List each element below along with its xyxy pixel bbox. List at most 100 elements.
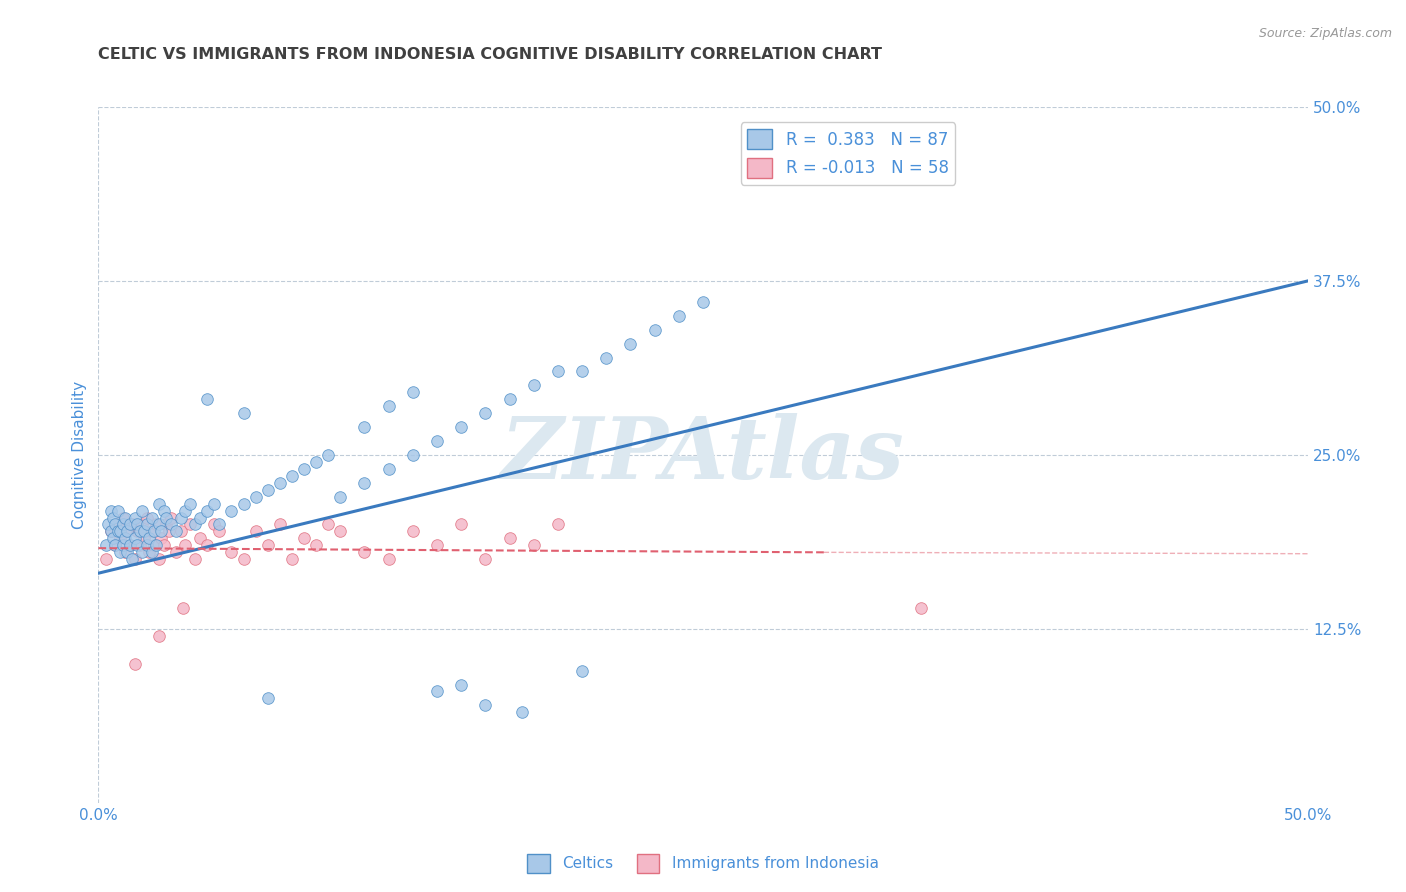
Point <box>353 545 375 559</box>
Point <box>256 691 278 706</box>
Point <box>208 517 231 532</box>
Point <box>232 406 254 420</box>
Point <box>204 517 226 532</box>
Legend: Celtics, Immigrants from Indonesia: Celtics, Immigrants from Indonesia <box>522 847 884 879</box>
Point <box>208 524 231 539</box>
Point <box>910 601 932 615</box>
Y-axis label: Cognitive Disability: Cognitive Disability <box>72 381 87 529</box>
Point <box>232 497 254 511</box>
Point <box>160 510 183 524</box>
Point <box>188 532 211 546</box>
Point <box>134 524 156 539</box>
Point <box>450 517 472 532</box>
Point <box>305 538 328 552</box>
Point <box>377 462 399 476</box>
Point <box>195 538 218 552</box>
Point <box>97 517 120 532</box>
Point <box>523 378 546 392</box>
Point <box>128 524 150 539</box>
Point <box>353 475 375 490</box>
Point <box>141 524 163 539</box>
Point <box>269 517 291 532</box>
Point <box>510 706 533 720</box>
Point <box>595 351 617 365</box>
Point <box>118 538 141 552</box>
Point <box>128 538 150 552</box>
Point <box>145 538 167 552</box>
Point <box>155 517 177 532</box>
Text: CELTIC VS IMMIGRANTS FROM INDONESIA COGNITIVE DISABILITY CORRELATION CHART: CELTIC VS IMMIGRANTS FROM INDONESIA COGN… <box>98 47 883 62</box>
Point <box>426 434 449 448</box>
Point <box>668 309 690 323</box>
Point <box>108 532 131 546</box>
Point <box>94 538 117 552</box>
Point <box>121 517 143 532</box>
Point <box>118 538 141 552</box>
Point <box>450 420 472 434</box>
Point <box>169 510 191 524</box>
Point <box>160 517 183 532</box>
Point <box>117 524 139 539</box>
Point <box>157 524 180 539</box>
Point <box>329 524 352 539</box>
Point <box>104 517 127 532</box>
Point <box>644 323 666 337</box>
Point <box>426 538 449 552</box>
Point <box>292 462 315 476</box>
Point <box>221 503 243 517</box>
Point <box>174 538 197 552</box>
Point <box>155 510 177 524</box>
Point <box>619 336 641 351</box>
Point <box>150 524 173 539</box>
Point <box>305 455 328 469</box>
Point <box>124 532 146 546</box>
Point <box>108 545 131 559</box>
Point <box>101 532 124 546</box>
Point <box>498 532 520 546</box>
Point <box>108 524 131 539</box>
Point <box>135 517 157 532</box>
Point <box>94 552 117 566</box>
Point <box>402 385 425 400</box>
Point <box>474 552 496 566</box>
Point <box>195 503 218 517</box>
Point <box>256 483 278 497</box>
Point <box>127 538 149 552</box>
Point <box>165 524 187 539</box>
Point <box>402 448 425 462</box>
Point <box>152 538 174 552</box>
Point <box>143 524 166 539</box>
Point <box>245 490 267 504</box>
Point <box>692 294 714 309</box>
Point <box>329 490 352 504</box>
Point <box>104 538 127 552</box>
Point <box>135 510 157 524</box>
Point <box>245 524 267 539</box>
Point <box>281 468 304 483</box>
Point <box>124 657 146 671</box>
Point <box>100 524 122 539</box>
Point <box>377 552 399 566</box>
Point <box>547 517 569 532</box>
Point <box>547 364 569 378</box>
Point <box>148 552 170 566</box>
Point <box>100 524 122 539</box>
Point <box>111 538 134 552</box>
Point <box>474 406 496 420</box>
Point <box>111 517 134 532</box>
Point <box>184 517 207 532</box>
Point <box>188 510 211 524</box>
Point <box>124 510 146 524</box>
Point <box>114 510 136 524</box>
Point <box>377 399 399 413</box>
Point <box>195 392 218 407</box>
Point <box>353 420 375 434</box>
Point <box>127 517 149 532</box>
Point <box>316 517 339 532</box>
Text: Source: ZipAtlas.com: Source: ZipAtlas.com <box>1258 27 1392 40</box>
Point <box>269 475 291 490</box>
Point <box>111 510 134 524</box>
Text: ZIPAtlas: ZIPAtlas <box>501 413 905 497</box>
Point <box>138 545 160 559</box>
Point <box>121 552 143 566</box>
